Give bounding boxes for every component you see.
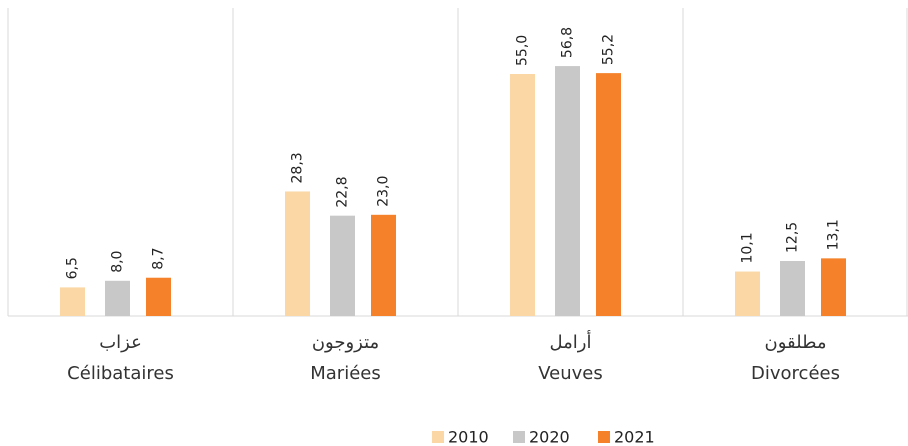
bar xyxy=(105,280,130,316)
value-label: 56,8 xyxy=(560,27,576,58)
value-label: 22,8 xyxy=(335,177,351,208)
value-label: 8,7 xyxy=(151,247,167,269)
bar xyxy=(330,215,355,316)
x-tick-label: متزوجون xyxy=(312,332,379,353)
x-tick-label: عزاب xyxy=(99,332,142,353)
legend-label: 2020 xyxy=(529,428,570,446)
bar xyxy=(780,261,805,316)
value-label: 55,0 xyxy=(515,35,531,66)
x-tick-label: Veuves xyxy=(538,363,603,384)
bar xyxy=(285,191,310,316)
legend-label: 2010 xyxy=(448,428,489,446)
value-label: 23,0 xyxy=(376,176,392,207)
value-label: 13,1 xyxy=(826,219,842,250)
value-label: 28,3 xyxy=(290,152,306,183)
bar xyxy=(371,214,396,316)
x-tick-label: Célibataires xyxy=(67,363,174,384)
bar xyxy=(821,258,846,316)
bar xyxy=(555,66,580,316)
bar xyxy=(510,74,535,316)
legend-label: 2021 xyxy=(614,428,655,446)
bar xyxy=(735,271,760,316)
bar xyxy=(596,73,621,317)
value-label: 8,0 xyxy=(110,251,126,273)
legend-swatch xyxy=(513,431,525,443)
value-label: 12,5 xyxy=(785,222,801,253)
x-tick-label: أرامل xyxy=(550,330,592,353)
value-label: 10,1 xyxy=(740,232,756,263)
value-label: 55,2 xyxy=(601,34,617,65)
bar xyxy=(60,287,85,316)
value-label: 6,5 xyxy=(65,257,81,279)
x-tick-label: Mariées xyxy=(310,363,381,384)
legend-swatch xyxy=(432,431,444,443)
x-tick-label: Divorcées xyxy=(751,363,840,384)
bar xyxy=(146,277,171,316)
legend-swatch xyxy=(598,431,610,443)
x-tick-label: مطلقون xyxy=(765,332,827,353)
